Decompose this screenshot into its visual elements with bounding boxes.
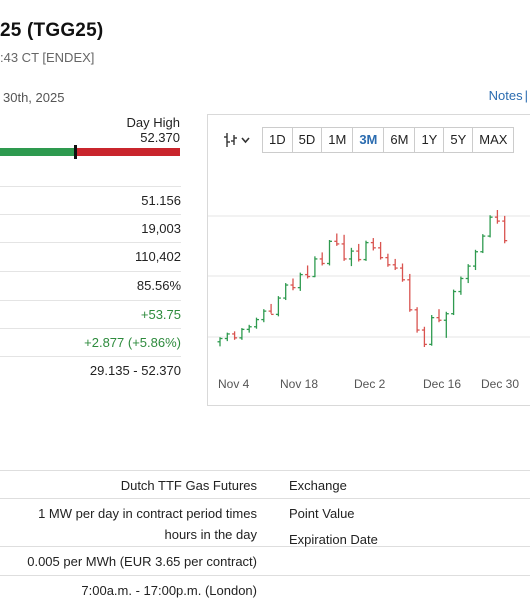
ohlc-bar: [436, 309, 442, 323]
ohlc-bar: [465, 264, 471, 284]
range-button-1y[interactable]: 1Y: [415, 127, 445, 153]
ohlc-bar: [480, 234, 486, 254]
ohlc-bar: [378, 241, 384, 260]
range-button-5y[interactable]: 5Y: [444, 127, 474, 153]
stat-value: 29.135 - 52.370: [89, 363, 181, 378]
x-tick-label: Dec 2: [354, 377, 386, 391]
ohlc-bar: [443, 311, 449, 338]
ohlc-bar: [451, 289, 457, 316]
range-bar-marker: [74, 145, 77, 159]
chart-toolbar: 1D 5D 1M 3M 6M 1Y 5Y MAX: [220, 127, 515, 153]
ohlc-bar: [414, 307, 420, 333]
x-tick-label: Dec 30: [481, 377, 520, 391]
ohlc-bar: [400, 263, 405, 282]
spec-label: Point Value: [289, 506, 355, 521]
spec-label: Expiration Date: [289, 532, 378, 547]
stat-value: +53.75: [140, 307, 181, 322]
ohlc-bar: [232, 331, 238, 340]
range-bar-low-segment: [0, 148, 76, 156]
spec-value: Dutch TTF Gas Futures: [120, 478, 257, 493]
quote-timestamp: :43 CT [ENDEX]: [0, 50, 95, 65]
ohlc-bar: [319, 252, 325, 266]
ohlc-bar: [502, 215, 508, 244]
ohlc-bar: [239, 328, 245, 340]
candlestick-icon: [224, 133, 250, 147]
range-bar-high-segment: [76, 148, 180, 156]
ohlc-bar: [348, 247, 354, 267]
ohlc-bar: [297, 272, 303, 291]
ohlc-bar: [334, 233, 340, 246]
ohlc-bar: [246, 324, 252, 333]
x-tick-label: Nov 4: [218, 377, 250, 391]
stat-row: 85.56%: [0, 271, 181, 300]
ohlc-bar: [268, 303, 274, 316]
ohlc-bar: [305, 265, 311, 279]
day-high-value: 52.370: [140, 130, 180, 145]
spec-row: 0.005 per MWh (EUR 3.65 per contract): [0, 546, 530, 576]
range-button-6m[interactable]: 6M: [384, 127, 416, 153]
ohlc-bar: [283, 283, 289, 301]
range-button-1m[interactable]: 1M: [322, 127, 354, 153]
ohlc-bar: [312, 256, 318, 278]
ohlc-bar: [254, 317, 259, 329]
ohlc-bar: [261, 309, 267, 323]
spec-value: 0.005 per MWh (EUR 3.65 per contract): [27, 554, 257, 569]
range-button-5d[interactable]: 5D: [292, 127, 323, 153]
stat-row: 19,003: [0, 214, 181, 243]
ohlc-bar: [429, 315, 435, 346]
ohlc-bar: [473, 249, 478, 271]
ohlc-bar: [370, 238, 376, 251]
chart-type-selector[interactable]: [220, 127, 256, 153]
stat-row: +2.877 (+5.86%): [0, 328, 181, 357]
spec-row: Dutch TTF Gas Futures Exchange: [0, 470, 530, 499]
stat-value: +2.877 (+5.86%): [84, 335, 181, 350]
ohlc-bar: [290, 278, 296, 291]
stat-row: 29.135 - 52.370: [0, 356, 181, 385]
quote-date: 30th, 2025: [3, 90, 65, 105]
ohlc-bar: [363, 240, 369, 261]
spec-value: 1 MW per day in contract period times: [38, 506, 257, 521]
chevron-down-icon: [241, 137, 250, 144]
range-button-3m[interactable]: 3M: [353, 127, 385, 153]
x-tick-label: Dec 16: [423, 377, 462, 391]
spec-label: Exchange: [289, 478, 347, 493]
ohlc-bar: [487, 215, 493, 238]
stat-value: 85.56%: [136, 278, 181, 293]
stat-row: 110,402: [0, 242, 181, 271]
x-tick-label: Nov 18: [280, 377, 319, 391]
price-plot[interactable]: [208, 115, 530, 365]
day-range-bar: [0, 145, 180, 159]
notes-link[interactable]: Notes: [488, 88, 523, 103]
ohlc-bar: [385, 253, 391, 267]
ohlc-bar: [356, 243, 362, 262]
spec-row: 7:00a.m. - 17:00p.m. (London): [0, 575, 530, 606]
spec-value: 7:00a.m. - 17:00p.m. (London): [81, 583, 257, 598]
notes-separator: |: [524, 88, 528, 103]
page-title: 25 (TGG25): [0, 20, 104, 41]
spec-value-line2: hours in the day: [164, 527, 257, 542]
spec-row: 1 MW per day in contract period times ho…: [0, 498, 530, 547]
day-high-label: Day High: [126, 115, 180, 130]
ohlc-bar: [217, 337, 223, 347]
stat-row: +53.75: [0, 300, 181, 329]
ohlc-bar: [494, 210, 500, 224]
stat-value: 51.156: [141, 193, 181, 208]
ohlc-bar: [327, 240, 332, 266]
stat-row: 51.156: [0, 186, 181, 215]
range-button-1d[interactable]: 1D: [262, 127, 293, 153]
range-button-max[interactable]: MAX: [473, 127, 515, 153]
ohlc-bar: [421, 326, 427, 347]
ohlc-bar: [224, 332, 230, 342]
stat-value: 110,402: [134, 249, 181, 264]
stat-value: 19,003: [141, 221, 181, 236]
ohlc-bar: [392, 258, 398, 271]
price-chart-panel: 1D 5D 1M 3M 6M 1Y 5Y MAX Nov 4 Nov 18 De…: [207, 114, 530, 406]
notes-link-wrapper: Notes |: [489, 88, 528, 103]
ohlc-bar: [407, 273, 413, 312]
ohlc-bar: [275, 296, 281, 317]
ohlc-bar: [341, 234, 347, 261]
ohlc-bar: [458, 276, 464, 295]
